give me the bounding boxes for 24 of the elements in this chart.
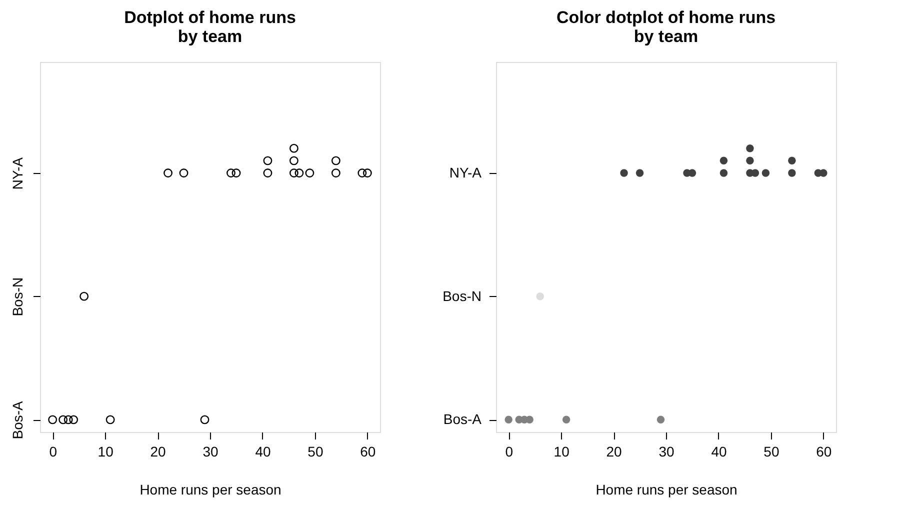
x-tick-label: 20 — [150, 444, 166, 460]
x-tick-label: 0 — [505, 444, 514, 460]
x-tick-label: 30 — [202, 444, 218, 460]
y-tick-label: Bos-N — [10, 277, 26, 316]
x-tick-label: 50 — [764, 444, 780, 460]
x-tick-label: 40 — [711, 444, 727, 460]
x-tick-label: 50 — [308, 444, 324, 460]
y-tick-label: NY-A — [10, 156, 26, 190]
y-tick-label: Bos-A — [10, 400, 26, 440]
chart-title: Dotplot of home runs by team — [124, 8, 296, 46]
chart-title: Color dotplot of home runs by team — [556, 8, 776, 46]
x-tick-label: 60 — [816, 444, 832, 460]
x-axis-title: Home runs per season — [140, 482, 282, 498]
x-tick-label: 10 — [98, 444, 114, 460]
y-tick-label: Bos-N — [442, 288, 482, 304]
y-tick-label: NY-A — [449, 164, 482, 180]
x-tick-label: 60 — [360, 444, 376, 460]
x-tick-label: 0 — [49, 444, 58, 460]
x-tick-label: 20 — [606, 444, 622, 460]
y-tick-label: Bos-A — [443, 411, 482, 428]
x-tick-label: 10 — [554, 444, 570, 460]
x-tick-label: 40 — [255, 444, 271, 460]
x-tick-label: 30 — [658, 444, 674, 460]
x-axis-title: Home runs per season — [596, 482, 738, 498]
